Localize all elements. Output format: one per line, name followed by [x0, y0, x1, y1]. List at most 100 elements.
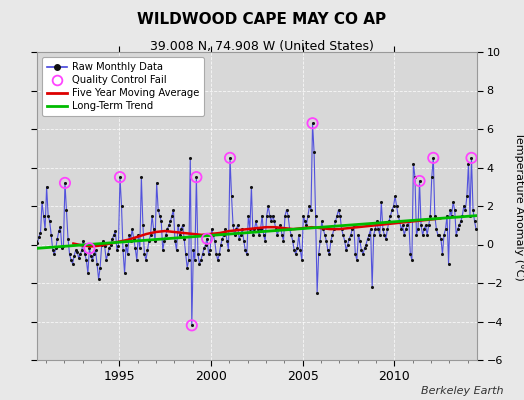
Point	[85, 245, 94, 252]
Point	[26, 257, 34, 263]
Point	[429, 155, 438, 161]
Point	[267, 218, 276, 225]
Point	[129, 236, 138, 242]
Point	[305, 203, 314, 209]
Point	[314, 251, 323, 257]
Point	[76, 251, 84, 257]
Point	[39, 212, 48, 219]
Point	[458, 212, 466, 219]
Point	[194, 251, 202, 257]
Point	[186, 155, 194, 161]
Point	[238, 226, 246, 232]
Point	[412, 232, 421, 238]
Point	[311, 212, 320, 219]
Point	[226, 155, 234, 161]
Point	[467, 155, 476, 161]
Point	[159, 247, 167, 254]
Point	[30, 236, 39, 242]
Point	[379, 226, 387, 232]
Point	[250, 226, 259, 232]
Point	[432, 226, 441, 232]
Point	[32, 238, 40, 244]
Point	[206, 247, 214, 254]
Point	[316, 238, 324, 244]
Point	[54, 228, 63, 234]
Point	[325, 251, 334, 257]
Point	[369, 232, 378, 238]
Point	[91, 247, 100, 254]
Point	[24, 243, 32, 250]
Point	[184, 257, 193, 263]
Point	[85, 245, 94, 252]
Point	[116, 174, 124, 180]
Point	[371, 226, 379, 232]
Point	[232, 226, 241, 232]
Point	[200, 245, 208, 252]
Point	[113, 247, 121, 254]
Point	[376, 232, 384, 238]
Point	[386, 212, 395, 219]
Point	[397, 226, 406, 232]
Point	[165, 222, 173, 228]
Point	[111, 228, 119, 234]
Point	[438, 251, 446, 257]
Point	[208, 226, 216, 232]
Point	[49, 247, 57, 254]
Point	[336, 212, 344, 219]
Point	[236, 232, 245, 238]
Point	[82, 257, 91, 263]
Point	[434, 232, 442, 238]
Point	[301, 218, 309, 225]
Point	[171, 238, 179, 244]
Point	[84, 270, 92, 276]
Point	[36, 230, 45, 236]
Point	[373, 218, 381, 225]
Point	[416, 178, 424, 184]
Point	[253, 226, 261, 232]
Point	[38, 199, 46, 205]
Point	[133, 257, 141, 263]
Point	[231, 232, 239, 238]
Point	[420, 226, 428, 232]
Point	[140, 251, 149, 257]
Point	[421, 222, 430, 228]
Point	[275, 226, 283, 232]
Point	[451, 207, 459, 213]
Point	[334, 207, 343, 213]
Point	[259, 232, 268, 238]
Point	[74, 255, 83, 261]
Point	[35, 234, 43, 240]
Point	[73, 249, 81, 255]
Point	[269, 212, 277, 219]
Point	[221, 226, 230, 232]
Y-axis label: Temperature Anomaly (°C): Temperature Anomaly (°C)	[514, 132, 524, 280]
Text: 39.008 N, 74.908 W (United States): 39.008 N, 74.908 W (United States)	[150, 40, 374, 53]
Point	[452, 232, 461, 238]
Point	[166, 218, 174, 225]
Point	[424, 222, 433, 228]
Point	[195, 260, 204, 267]
Point	[396, 218, 404, 225]
Point	[134, 232, 143, 238]
Point	[405, 218, 413, 225]
Text: Berkeley Earth: Berkeley Earth	[421, 386, 503, 396]
Point	[61, 180, 69, 186]
Point	[324, 247, 332, 254]
Point	[227, 193, 236, 200]
Point	[273, 232, 281, 238]
Point	[294, 232, 303, 238]
Point	[326, 238, 335, 244]
Point	[137, 174, 146, 180]
Point	[247, 184, 256, 190]
Point	[293, 245, 301, 252]
Point	[58, 245, 66, 252]
Point	[90, 251, 98, 257]
Point	[192, 174, 201, 180]
Point	[400, 232, 408, 238]
Point	[426, 212, 434, 219]
Point	[284, 212, 292, 219]
Point	[449, 199, 457, 205]
Point	[368, 284, 376, 290]
Point	[339, 232, 347, 238]
Point	[380, 232, 389, 238]
